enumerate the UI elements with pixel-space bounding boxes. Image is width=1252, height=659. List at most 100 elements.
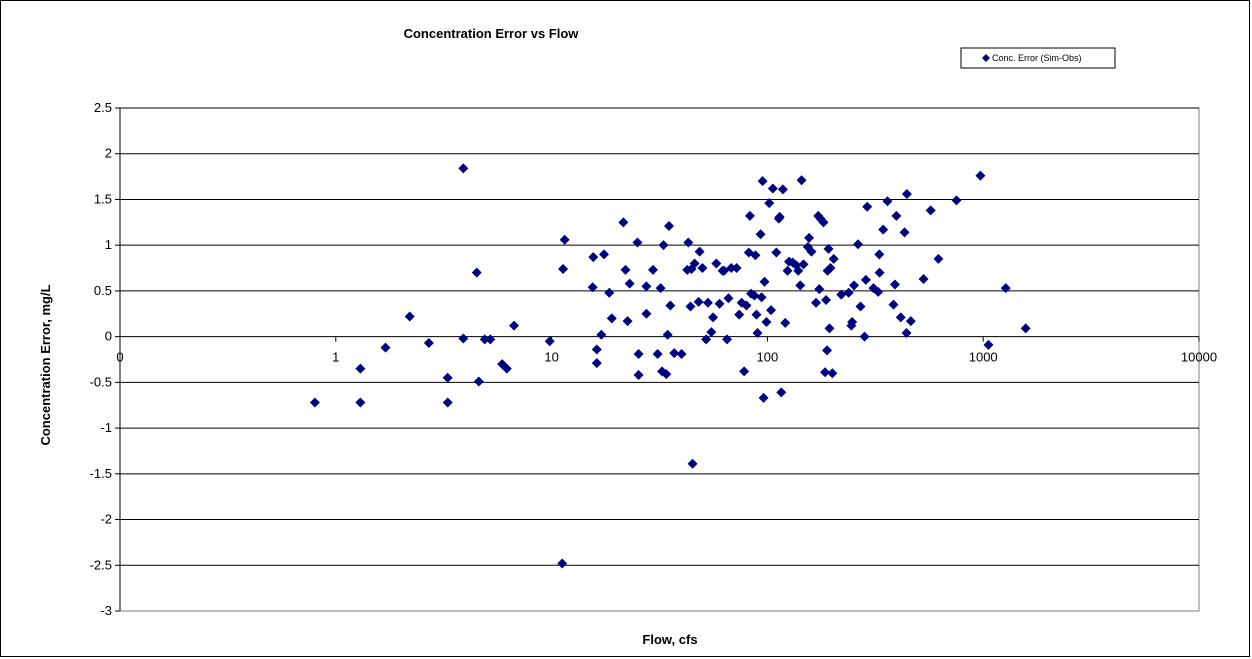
plot-border bbox=[119, 107, 1200, 612]
data-point bbox=[776, 387, 787, 398]
data-point bbox=[591, 344, 602, 355]
data-point bbox=[471, 267, 482, 278]
data-point bbox=[544, 336, 555, 347]
data-point bbox=[633, 349, 644, 360]
y-tick-label: 1.5 bbox=[94, 191, 112, 206]
data-point bbox=[685, 301, 696, 312]
legend-label: Conc. Error (Sim-Obs) bbox=[992, 53, 1082, 63]
data-point bbox=[683, 237, 694, 248]
data-point bbox=[664, 220, 675, 231]
x-tick-label: 1 bbox=[332, 350, 339, 365]
data-point bbox=[606, 313, 617, 324]
data-point bbox=[828, 253, 839, 264]
data-point bbox=[862, 201, 873, 212]
data-point bbox=[599, 249, 610, 260]
legend-box bbox=[960, 47, 1116, 69]
data-point bbox=[1020, 323, 1031, 334]
data-point bbox=[771, 247, 782, 258]
data-point bbox=[818, 217, 829, 228]
data-point bbox=[734, 309, 745, 320]
y-axis-title: Concentration Error, mg/L bbox=[38, 284, 53, 445]
data-point bbox=[855, 301, 866, 312]
data-point bbox=[814, 284, 825, 295]
data-point bbox=[782, 265, 793, 276]
data-point bbox=[479, 334, 490, 345]
data-point bbox=[355, 397, 366, 408]
y-tick-label: -1.5 bbox=[90, 466, 112, 481]
data-point bbox=[761, 317, 772, 328]
data-point bbox=[587, 282, 598, 293]
data-point bbox=[624, 278, 635, 289]
data-point bbox=[458, 333, 469, 344]
data-point bbox=[620, 264, 631, 275]
data-point bbox=[632, 237, 643, 248]
data-point bbox=[641, 281, 652, 292]
data-point bbox=[756, 292, 767, 303]
data-point bbox=[309, 397, 320, 408]
data-point bbox=[485, 334, 496, 345]
data-point bbox=[849, 280, 860, 291]
data-point bbox=[793, 265, 804, 276]
y-tick-label: -2.5 bbox=[90, 557, 112, 572]
data-point bbox=[975, 170, 986, 181]
x-tick-label: 10000 bbox=[1181, 350, 1217, 365]
data-point bbox=[655, 283, 666, 294]
data-point bbox=[741, 300, 752, 311]
data-point bbox=[901, 327, 912, 338]
data-point bbox=[723, 293, 734, 304]
data-point bbox=[622, 316, 633, 327]
data-point bbox=[750, 250, 761, 261]
data-point bbox=[859, 331, 870, 342]
data-point bbox=[739, 366, 750, 377]
data-point bbox=[889, 279, 900, 290]
data-point bbox=[687, 458, 698, 469]
data-point bbox=[899, 227, 910, 238]
y-tick-label: 1 bbox=[105, 237, 112, 252]
data-point bbox=[697, 263, 708, 274]
data-point bbox=[811, 297, 822, 308]
legend: Conc. Error (Sim-Obs) bbox=[960, 47, 1116, 69]
data-point bbox=[759, 276, 770, 287]
data-point bbox=[458, 163, 469, 174]
data-point bbox=[702, 297, 713, 308]
data-point bbox=[757, 176, 768, 187]
data-point bbox=[676, 349, 687, 360]
data-point bbox=[821, 295, 832, 306]
data-point bbox=[689, 258, 700, 269]
data-point bbox=[693, 296, 704, 307]
data-point bbox=[806, 246, 817, 257]
data-point bbox=[731, 263, 742, 274]
data-point bbox=[820, 367, 831, 378]
data-point bbox=[641, 308, 652, 319]
data-point bbox=[647, 264, 658, 275]
y-axis: 2.5 2 1.5 1 0.5 0 -0.5 -1 -1.5 -2 -2.5 -3 bbox=[90, 100, 121, 618]
data-point bbox=[843, 287, 854, 298]
chart-title: Concentration Error vs Flow bbox=[404, 26, 580, 41]
x-tick-label: 0 bbox=[116, 350, 123, 365]
data-point bbox=[633, 370, 644, 381]
data-point bbox=[557, 558, 568, 569]
data-point bbox=[918, 274, 929, 285]
data-point bbox=[901, 188, 912, 199]
data-point bbox=[888, 299, 899, 310]
data-point bbox=[404, 311, 415, 322]
data-point bbox=[777, 184, 788, 195]
data-point bbox=[665, 300, 676, 311]
data-point bbox=[822, 345, 833, 356]
data-point bbox=[694, 246, 705, 257]
data-point bbox=[825, 263, 836, 274]
data-point bbox=[722, 334, 733, 345]
data-point bbox=[764, 198, 775, 209]
data-point bbox=[925, 205, 936, 216]
data-point bbox=[558, 263, 569, 274]
data-point bbox=[708, 312, 719, 323]
data-point bbox=[744, 210, 755, 221]
y-tick-label: -2 bbox=[100, 512, 112, 527]
data-point bbox=[882, 196, 893, 207]
data-point bbox=[853, 239, 864, 250]
data-point bbox=[661, 369, 672, 380]
data-point bbox=[423, 338, 434, 349]
data-point bbox=[701, 334, 712, 345]
